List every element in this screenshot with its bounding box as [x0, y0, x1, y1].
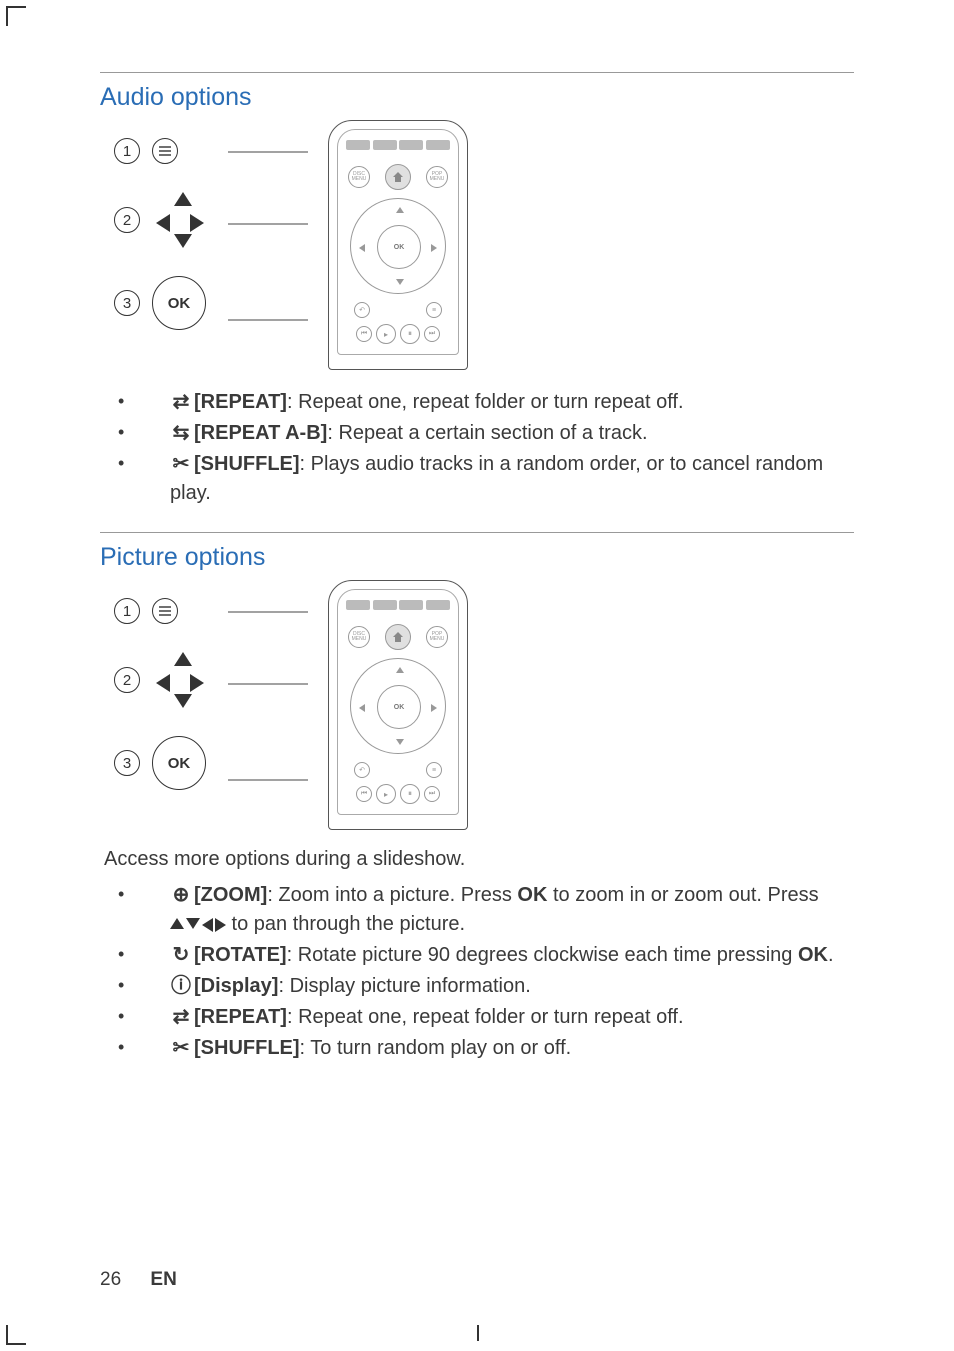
home-btn	[385, 624, 411, 650]
callout-2: 2	[114, 667, 140, 693]
section-divider	[100, 72, 854, 73]
shuffle-icon: ✂	[170, 450, 192, 479]
dpad-arrows-icon	[152, 192, 208, 248]
shuffle-icon: ✂	[170, 1034, 192, 1063]
picture-diagram: 1 2 3 OK	[100, 580, 854, 830]
info-icon: ⓘ	[170, 972, 192, 1001]
picture-options-list: ⊕[ZOOM]: Zoom into a picture. Press OK t…	[100, 881, 854, 1063]
repeat-icon: ⇄	[170, 388, 192, 417]
back-btn: ↶	[354, 302, 370, 318]
pause-btn: ⏸	[400, 784, 420, 804]
picture-opt-display: ⓘ[Display]: Display picture information.	[114, 972, 854, 1001]
pop-menu-btn: POP MENU	[426, 166, 448, 188]
leader-lines	[238, 580, 298, 810]
callout-2: 2	[114, 207, 140, 233]
audio-opt-repeat: ⇄[REPEAT]: Repeat one, repeat folder or …	[114, 388, 854, 417]
callout-1: 1	[114, 138, 140, 164]
picture-intro: Access more options during a slideshow.	[104, 848, 854, 871]
remote-control-picture: DISC MENU POP MENU OK ↶ ≡ ⏮ ▸ ⏸ ⏭	[328, 580, 468, 830]
page-content: Audio options 1 2 3 OK	[0, 0, 954, 1351]
callout-3: 3	[114, 290, 140, 316]
options-menu-icon	[152, 598, 178, 624]
remote-ok: OK	[377, 225, 421, 269]
options-btn: ≡	[426, 762, 442, 778]
picture-opt-repeat: ⇄[REPEAT]: Repeat one, repeat folder or …	[114, 1003, 854, 1032]
page-footer: 26 EN	[100, 1269, 177, 1291]
remote-dpad: OK	[350, 198, 446, 294]
callout-1: 1	[114, 598, 140, 624]
prev-btn: ⏮	[356, 326, 372, 342]
play-btn: ▸	[376, 324, 396, 344]
dpad-arrows-icon	[152, 652, 208, 708]
section-divider	[100, 532, 854, 533]
prev-btn: ⏮	[356, 786, 372, 802]
remote-dpad: OK	[350, 658, 446, 754]
audio-opt-shuffle: ✂[SHUFFLE]: Plays audio tracks in a rand…	[114, 450, 854, 508]
pop-menu-btn: POP MENU	[426, 626, 448, 648]
back-btn: ↶	[354, 762, 370, 778]
leader-lines	[238, 120, 298, 350]
repeat-ab-icon: ⇆	[170, 419, 192, 448]
page-number: 26	[100, 1269, 121, 1290]
options-menu-icon	[152, 138, 178, 164]
nav-arrows-icon	[170, 918, 226, 932]
home-btn	[385, 164, 411, 190]
next-btn: ⏭	[424, 786, 440, 802]
disc-menu-btn: DISC MENU	[348, 166, 370, 188]
page-lang: EN	[150, 1269, 176, 1290]
options-btn: ≡	[426, 302, 442, 318]
ok-button-icon: OK	[152, 736, 206, 790]
callout-3: 3	[114, 750, 140, 776]
disc-menu-btn: DISC MENU	[348, 626, 370, 648]
audio-diagram: 1 2 3 OK	[100, 120, 854, 370]
audio-options-heading: Audio options	[100, 83, 854, 112]
remote-ok: OK	[377, 685, 421, 729]
picture-opt-zoom: ⊕[ZOOM]: Zoom into a picture. Press OK t…	[114, 881, 854, 939]
play-btn: ▸	[376, 784, 396, 804]
picture-opt-rotate: ↻[ROTATE]: Rotate picture 90 degrees clo…	[114, 941, 854, 970]
picture-opt-shuffle: ✂[SHUFFLE]: To turn random play on or of…	[114, 1034, 854, 1063]
rotate-icon: ↻	[170, 941, 192, 970]
next-btn: ⏭	[424, 326, 440, 342]
zoom-icon: ⊕	[170, 881, 192, 910]
ok-button-icon: OK	[152, 276, 206, 330]
picture-options-heading: Picture options	[100, 543, 854, 572]
audio-opt-repeat-ab: ⇆[REPEAT A-B]: Repeat a certain section …	[114, 419, 854, 448]
pause-btn: ⏸	[400, 324, 420, 344]
audio-callouts: 1 2 3 OK	[114, 120, 208, 330]
audio-options-list: ⇄[REPEAT]: Repeat one, repeat folder or …	[100, 388, 854, 508]
repeat-icon: ⇄	[170, 1003, 192, 1032]
picture-callouts: 1 2 3 OK	[114, 580, 208, 790]
remote-control-audio: DISC MENU POP MENU OK ↶ ≡ ⏮ ▸ ⏸ ⏭	[328, 120, 468, 370]
